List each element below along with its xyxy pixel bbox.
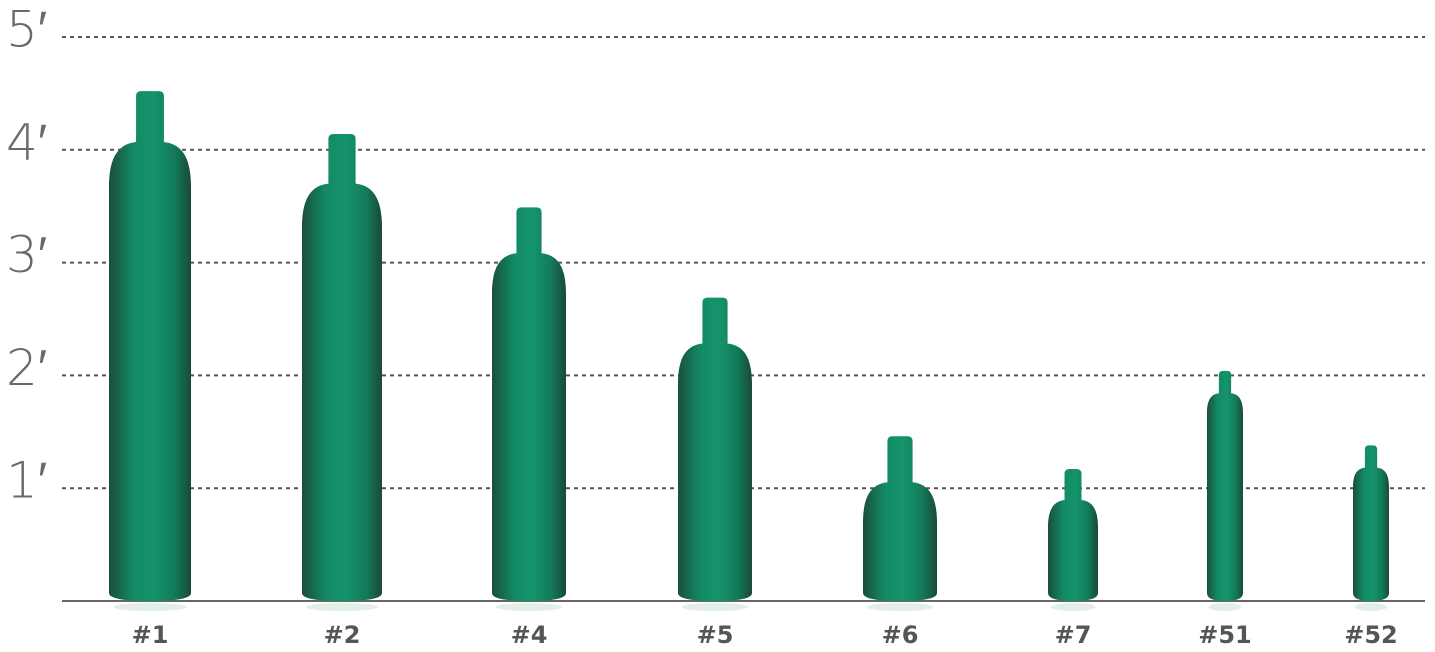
x-tick-label: #52 [1344,621,1398,649]
cylinder [302,134,382,601]
reflection [1354,603,1388,611]
reflection [306,603,378,611]
cylinder [1048,469,1098,601]
cylinder [492,207,566,601]
x-tick-label: #4 [511,621,548,649]
cylinder [678,297,752,601]
cylinder [109,91,191,602]
cylinder [863,436,937,601]
reflection [113,603,187,611]
x-tick-label: #6 [882,621,919,649]
reflection [866,603,934,611]
x-tick-label: #1 [132,621,169,649]
x-tick-label: #51 [1198,621,1252,649]
y-tick-label: 2′ [6,339,47,397]
reflection [1208,603,1242,611]
x-tick-label: #7 [1055,621,1092,649]
y-tick-label: 3′ [6,226,47,284]
y-tick-label: 5′ [6,1,47,59]
cylinder [1353,445,1389,601]
reflection [495,603,563,611]
reflection [1050,603,1096,611]
x-tick-label: #5 [697,621,734,649]
y-tick-label: 1′ [6,452,47,510]
cylinder [1207,370,1243,601]
x-tick-label: #2 [324,621,361,649]
reflection [681,603,749,611]
y-tick-label: 4′ [6,113,47,171]
